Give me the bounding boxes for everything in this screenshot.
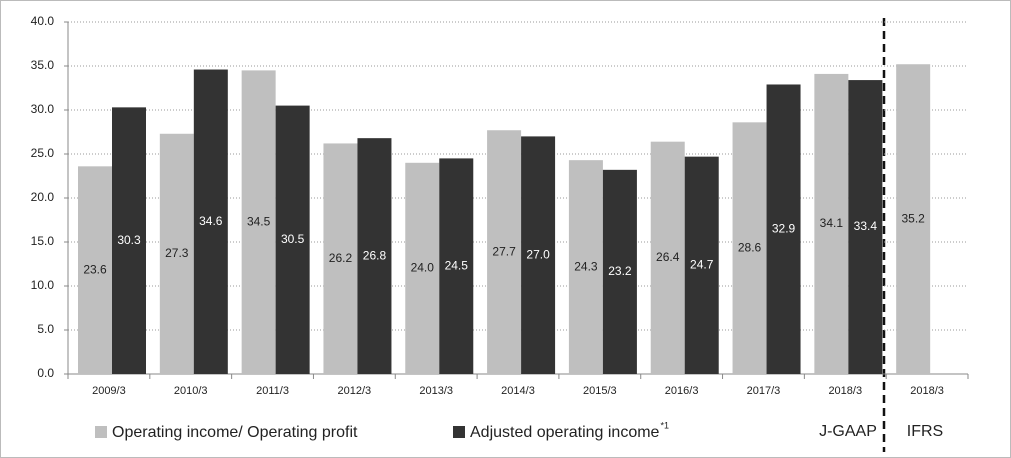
bar	[275, 105, 310, 374]
data-label: 32.9	[772, 221, 796, 235]
data-label: 34.5	[247, 214, 271, 228]
legend-label: Operating income/ Operating profit	[112, 424, 358, 441]
data-label: 24.5	[445, 258, 469, 272]
x-tick-label: 2016/3	[665, 385, 699, 397]
x-tick-label: 2018/3	[828, 385, 862, 397]
data-label: 26.4	[656, 250, 680, 264]
data-label: 34.1	[820, 216, 844, 230]
x-tick-label: 2014/3	[501, 385, 535, 397]
bar	[357, 138, 392, 374]
data-label: 24.0	[411, 261, 435, 275]
y-tick-label: 35.0	[31, 58, 55, 72]
x-tick-label: 2015/3	[583, 385, 617, 397]
y-tick-label: 15.0	[31, 234, 55, 248]
x-tick-label: 2017/3	[747, 385, 781, 397]
y-tick-label: 0.0	[37, 366, 54, 380]
bar	[814, 73, 849, 375]
bar	[684, 156, 719, 374]
bar	[602, 169, 637, 374]
y-tick-label: 40.0	[31, 14, 55, 28]
data-label: 33.4	[854, 219, 878, 233]
x-tick-label: 2013/3	[419, 385, 453, 397]
legend-swatch	[95, 426, 107, 438]
bar	[439, 158, 474, 374]
annotation: J-GAAP	[819, 423, 877, 440]
bar	[323, 143, 358, 374]
bar	[159, 133, 194, 374]
x-tick-label: 2010/3	[174, 385, 208, 397]
bar	[521, 136, 556, 374]
y-tick-label: 30.0	[31, 102, 55, 116]
bar	[732, 122, 767, 374]
legend-label: Adjusted operating income	[470, 424, 660, 441]
bar	[405, 162, 440, 374]
bar	[112, 107, 146, 375]
data-label: 27.3	[165, 246, 189, 260]
bar	[193, 69, 228, 375]
legend-note: *1	[660, 420, 669, 430]
data-label: 30.3	[117, 233, 141, 247]
data-label: 23.6	[83, 262, 107, 276]
y-tick-label: 25.0	[31, 146, 55, 160]
bar	[650, 141, 685, 374]
legend-swatch	[453, 426, 465, 438]
bar	[896, 64, 931, 375]
bar	[78, 166, 112, 374]
y-tick-label: 5.0	[37, 322, 54, 336]
bar	[487, 130, 522, 374]
data-label: 27.7	[492, 244, 516, 258]
data-label: 27.0	[526, 247, 550, 261]
data-label: 35.2	[902, 211, 926, 225]
data-label: 23.2	[608, 264, 632, 278]
data-label: 24.7	[690, 257, 714, 271]
x-tick-label: 2009/3	[92, 385, 126, 397]
bar	[568, 160, 603, 374]
annotation: IFRS	[907, 423, 943, 440]
data-label: 24.3	[574, 259, 598, 273]
data-label: 34.6	[199, 214, 223, 228]
y-tick-label: 10.0	[31, 278, 55, 292]
x-tick-label: 2018/3	[910, 385, 944, 397]
data-label: 30.5	[281, 232, 305, 246]
data-label: 26.8	[363, 248, 387, 262]
bar	[766, 84, 801, 374]
data-label: 26.2	[329, 251, 353, 265]
y-tick-label: 20.0	[31, 190, 55, 204]
bar	[848, 80, 883, 374]
bar	[241, 70, 276, 375]
data-label: 28.6	[738, 240, 762, 254]
x-tick-label: 2011/3	[256, 385, 289, 397]
x-tick-label: 2012/3	[338, 385, 372, 397]
